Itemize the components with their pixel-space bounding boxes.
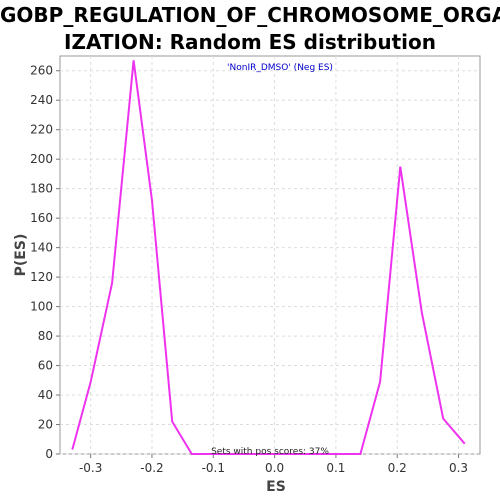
y-ticks: 0 20 40 60 80 100 120 140 160 180 200 220 240 260 [30, 64, 60, 461]
x-axis-label: ES [266, 479, 286, 495]
plot-area [59, 55, 481, 455]
x-tick-label: 0.0 [265, 461, 284, 475]
chart-title: GOBP_REGULATION_OF_CHROMOSOME_ORGAN IZAT… [0, 2, 500, 56]
chart-title-line-2: IZATION: Random ES distribution [64, 30, 436, 54]
x-tick-label: 0.3 [449, 461, 468, 475]
x-tick-label: -0.1 [202, 461, 225, 475]
y-tick-label: 100 [30, 300, 53, 314]
y-tick-label: 20 [38, 418, 53, 432]
y-tick-label: 240 [30, 93, 53, 107]
y-tick-label: 80 [38, 329, 53, 343]
y-tick-label: 40 [38, 388, 53, 402]
x-tick-label: 0.1 [326, 461, 345, 475]
x-ticks: -0.3 -0.2 -0.1 0.0 0.1 0.2 0.3 [79, 454, 468, 475]
chart-subtitle: 'NonIR_DMSO' (Neg ES) [227, 63, 333, 73]
y-tick-label: 140 [30, 241, 53, 255]
y-tick-label: 200 [30, 152, 53, 166]
y-tick-label: 160 [30, 211, 53, 225]
x-tick-label: -0.2 [140, 461, 163, 475]
chart-title-line-1: GOBP_REGULATION_OF_CHROMOSOME_ORGAN [0, 3, 500, 27]
x-tick-label: 0.2 [388, 461, 407, 475]
y-tick-label: 220 [30, 123, 53, 137]
series-line [71, 60, 466, 455]
y-axis-label: P(ES) [13, 234, 29, 277]
pos-scores-annotation: Sets with pos scores: 37% [211, 447, 329, 457]
x-tick-label: -0.3 [79, 461, 102, 475]
y-tick-label: 180 [30, 182, 53, 196]
y-tick-label: 60 [38, 359, 53, 373]
y-tick-label: 0 [45, 447, 53, 461]
y-tick-label: 120 [30, 270, 53, 284]
grid-lines [60, 56, 480, 455]
y-tick-label: 260 [30, 64, 53, 78]
